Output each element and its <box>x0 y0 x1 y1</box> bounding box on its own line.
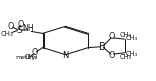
Text: O: O <box>31 48 37 57</box>
Text: methyl: methyl <box>16 55 38 60</box>
Text: B: B <box>99 42 106 52</box>
Text: O: O <box>8 22 14 31</box>
Text: O: O <box>17 20 24 29</box>
Text: O: O <box>109 32 115 41</box>
Text: O: O <box>109 51 115 60</box>
Text: CH₃: CH₃ <box>126 51 138 57</box>
Text: CH₃: CH₃ <box>120 32 132 38</box>
Text: S: S <box>16 26 22 35</box>
Text: CH₃: CH₃ <box>120 54 132 60</box>
Text: NH: NH <box>22 24 34 33</box>
Text: N: N <box>62 51 69 60</box>
Text: methyl: methyl <box>0 80 1 81</box>
Text: CH₃: CH₃ <box>0 31 13 37</box>
Text: CH₃: CH₃ <box>24 54 37 60</box>
Text: CH₃: CH₃ <box>126 35 138 41</box>
